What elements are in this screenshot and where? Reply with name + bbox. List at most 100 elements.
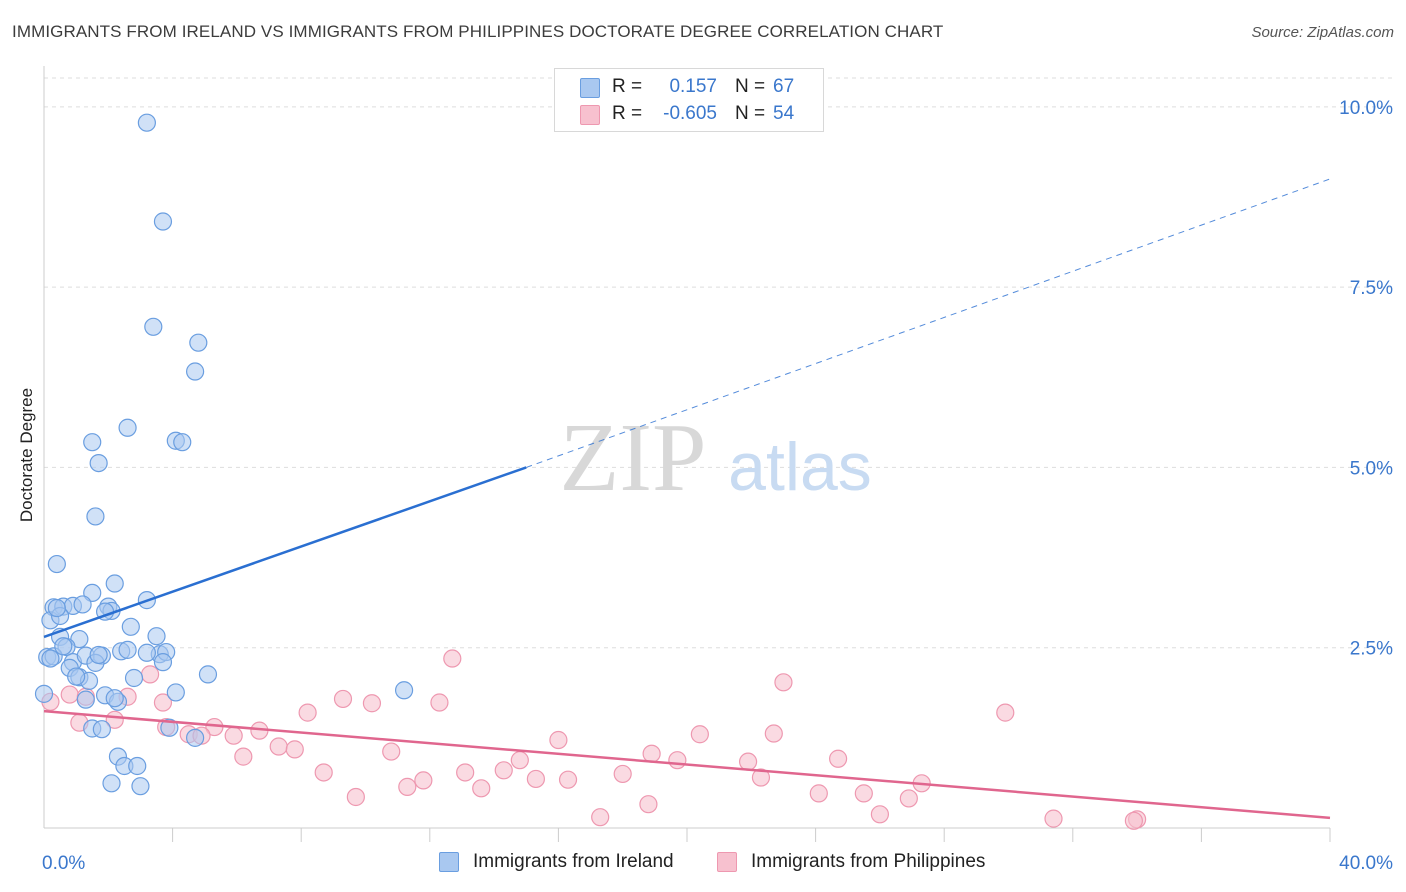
legend-label-philippines: Immigrants from Philippines	[751, 851, 986, 872]
point-philippines	[414, 771, 433, 790]
point-philippines	[472, 779, 491, 798]
point-ireland	[394, 681, 414, 700]
chart-title: IMMIGRANTS FROM IRELAND VS IMMIGRANTS FR…	[12, 22, 944, 41]
series-ireland-points	[34, 113, 414, 796]
point-ireland	[198, 665, 218, 684]
point-ireland	[128, 756, 147, 776]
point-ireland	[121, 617, 140, 636]
point-philippines	[738, 752, 758, 771]
series-legend: Immigrants from Ireland Immigrants from …	[0, 851, 1406, 879]
point-ireland	[105, 574, 124, 593]
point-ireland	[186, 728, 205, 747]
legend-swatch-philippines	[580, 105, 600, 125]
legend-r-value-ireland: 0.157	[669, 76, 717, 97]
point-philippines	[234, 747, 253, 766]
y-tick-label: 10.0%	[1339, 98, 1393, 119]
point-philippines	[774, 673, 793, 692]
point-philippines	[764, 724, 783, 743]
y-tick-label: 5.0%	[1350, 458, 1393, 479]
legend-item-ireland[interactable]: Immigrants from Ireland	[439, 851, 674, 873]
point-philippines	[613, 764, 632, 784]
legend-item-philippines[interactable]: Immigrants from Philippines	[717, 851, 985, 873]
watermark: ZIP atlas	[560, 404, 872, 512]
y-axis-label: Doctorate Degree	[17, 387, 36, 523]
point-philippines	[382, 742, 401, 761]
point-philippines	[456, 763, 475, 782]
legend-row-philippines: R = -0.605 N = 54	[555, 101, 823, 127]
point-ireland	[34, 684, 54, 703]
point-ireland	[67, 667, 86, 686]
watermark-zip: ZIP	[560, 404, 707, 512]
point-philippines	[591, 808, 610, 827]
point-ireland	[41, 649, 60, 668]
point-ireland	[118, 418, 137, 437]
source-label: Source: ZipAtlas.com	[1251, 24, 1394, 41]
trend-line-ireland	[43, 466, 527, 639]
point-philippines	[333, 689, 353, 709]
point-ireland	[47, 554, 66, 574]
point-philippines	[642, 744, 661, 763]
point-ireland	[137, 643, 156, 662]
point-ireland	[86, 507, 105, 526]
x-tick-label: 40.0%	[1339, 853, 1393, 874]
point-philippines	[1044, 809, 1063, 828]
point-ireland	[147, 627, 166, 646]
point-philippines	[60, 685, 79, 704]
point-philippines	[494, 761, 513, 780]
point-philippines	[362, 694, 382, 713]
legend-r-label: R =	[612, 76, 643, 97]
legend-n-value-philippines: 54	[773, 103, 795, 124]
point-philippines	[558, 770, 578, 789]
point-ireland	[153, 653, 173, 672]
point-ireland	[137, 113, 156, 132]
point-philippines	[809, 784, 828, 803]
point-philippines	[899, 789, 918, 808]
point-philippines	[443, 649, 462, 668]
y-tick-label: 2.5%	[1350, 639, 1393, 660]
point-philippines	[430, 693, 449, 712]
point-philippines	[314, 763, 333, 782]
point-philippines	[639, 795, 658, 814]
point-philippines	[1124, 811, 1143, 830]
point-ireland	[73, 595, 92, 614]
point-ireland	[102, 774, 121, 793]
point-ireland	[186, 362, 205, 381]
point-ireland	[160, 718, 179, 737]
point-ireland	[144, 317, 163, 336]
point-philippines	[346, 787, 365, 807]
point-ireland	[118, 640, 137, 659]
point-ireland	[173, 433, 192, 452]
legend-swatch-philippines	[717, 852, 737, 872]
point-philippines	[690, 725, 709, 744]
point-philippines	[829, 749, 848, 768]
point-philippines	[751, 768, 771, 787]
point-ireland	[153, 212, 173, 231]
point-philippines	[510, 751, 529, 770]
point-ireland	[92, 720, 111, 739]
legend-n-label: N =	[735, 103, 766, 124]
legend-n-label: N =	[735, 76, 766, 97]
point-philippines	[870, 805, 890, 824]
point-philippines	[140, 665, 160, 684]
point-philippines	[526, 769, 545, 789]
point-philippines	[298, 703, 317, 722]
point-ireland	[89, 645, 108, 665]
point-ireland	[54, 637, 73, 656]
point-ireland	[189, 333, 208, 352]
point-philippines	[549, 730, 568, 750]
point-ireland	[124, 668, 144, 688]
point-philippines	[996, 703, 1015, 722]
legend-n-value-ireland: 67	[773, 76, 795, 97]
legend-row-ireland: R = 0.157 N = 67	[555, 74, 823, 100]
y-tick-label: 7.5%	[1350, 278, 1393, 299]
point-philippines	[854, 784, 873, 803]
x-tick-label: 0.0%	[42, 853, 85, 874]
point-ireland	[76, 690, 95, 709]
trend-lines	[43, 178, 1331, 820]
gridlines	[44, 77, 1392, 649]
trend-line-ireland-extension	[526, 178, 1331, 468]
point-ireland	[131, 777, 150, 796]
watermark-atlas: atlas	[728, 429, 872, 505]
point-philippines	[668, 751, 687, 770]
